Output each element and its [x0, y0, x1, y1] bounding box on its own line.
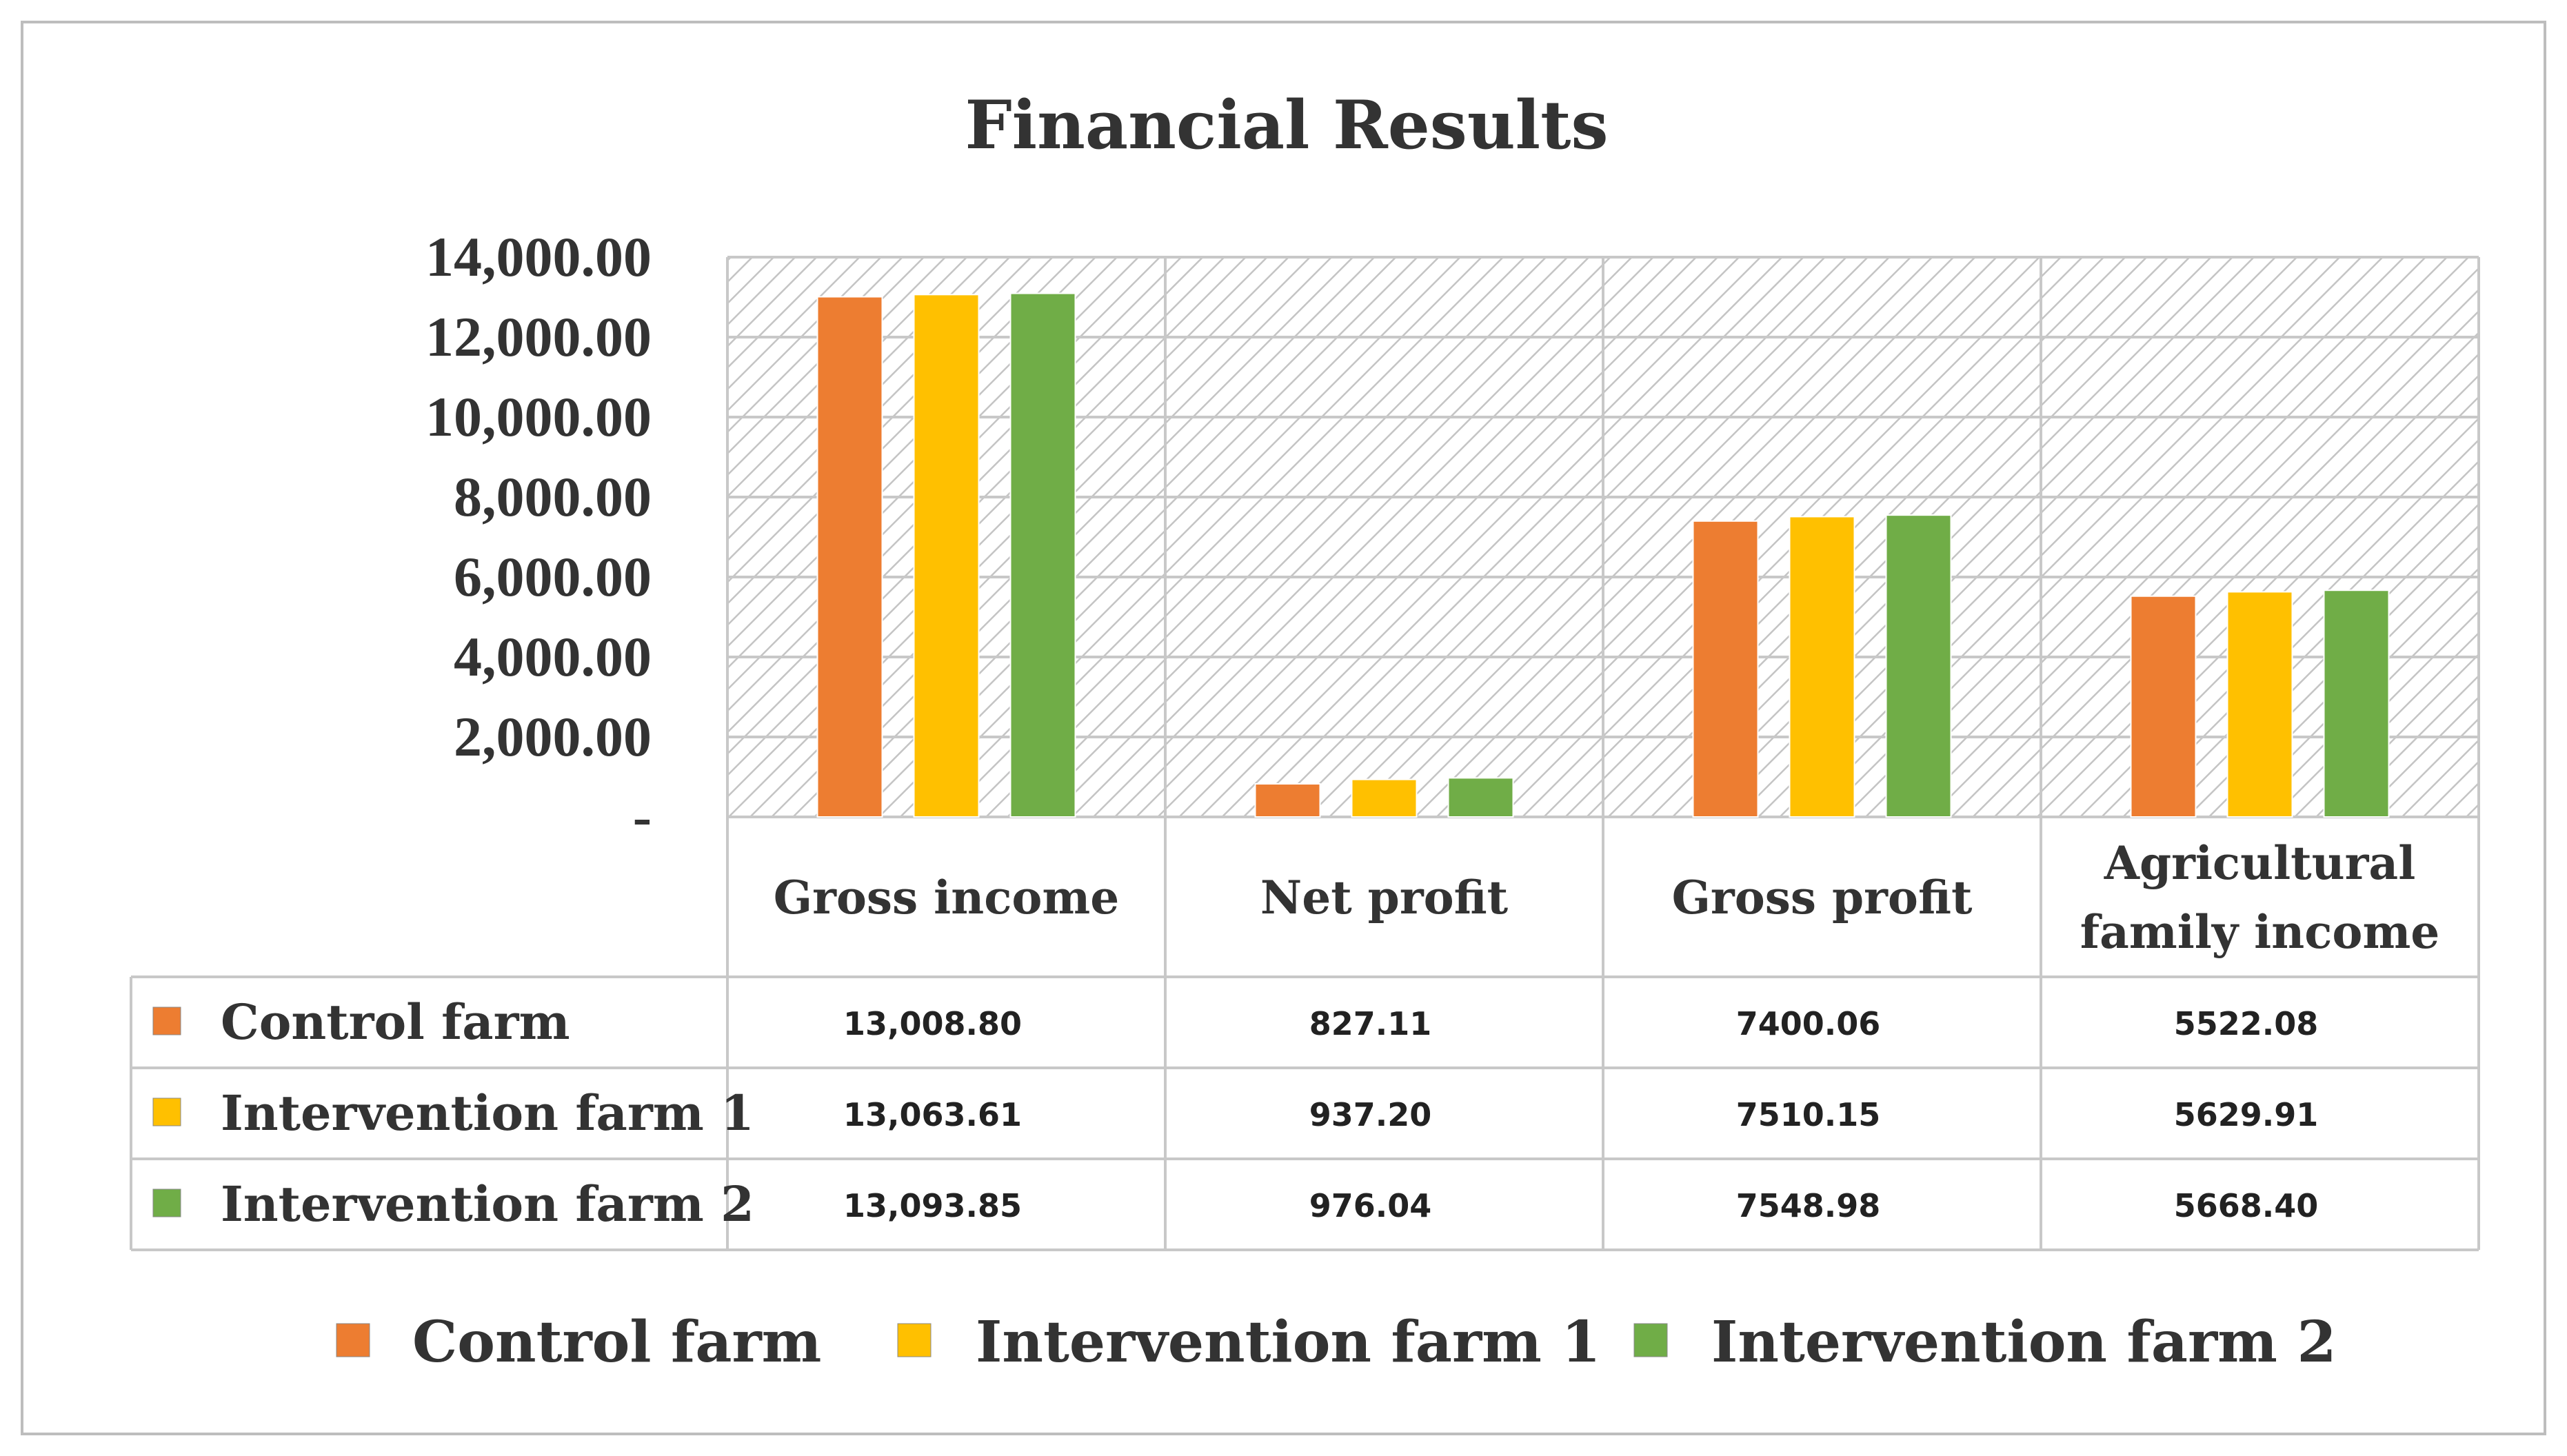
bar-intervention-farm-1 — [913, 294, 980, 818]
table-cell-value: 13,008.80 — [843, 1005, 1022, 1042]
table-cell-value: 13,093.85 — [843, 1187, 1022, 1224]
y-tick-label: 4,000.00 — [454, 625, 652, 688]
y-tick-label: 8,000.00 — [454, 465, 652, 528]
legend-label: Intervention farm 1 — [976, 1309, 1601, 1375]
table-cell-value: 7510.15 — [1736, 1096, 1881, 1133]
category-label: Agricultural — [2104, 836, 2416, 890]
table-row-label: Intervention farm 2 — [221, 1175, 754, 1233]
y-tick-label: 14,000.00 — [425, 225, 652, 288]
legend-label: Intervention farm 2 — [1711, 1309, 2337, 1375]
table-cell-value: 937.20 — [1309, 1096, 1432, 1133]
table-cell-value: 976.04 — [1309, 1187, 1432, 1224]
table-cell-value: 5668.40 — [2174, 1187, 2319, 1224]
bar-intervention-farm-2 — [1009, 292, 1076, 818]
y-tick-label: 6,000.00 — [454, 545, 652, 608]
table-cell-value: 7400.06 — [1736, 1005, 1881, 1042]
table-row-label: Control farm — [221, 993, 570, 1051]
category-label: Gross profit — [1672, 871, 1973, 924]
legend-key-swatch — [152, 1189, 181, 1217]
bar-intervention-farm-2 — [2323, 589, 2390, 818]
legend-swatch — [897, 1323, 932, 1357]
legend-key-swatch — [152, 1007, 181, 1035]
bar-intervention-farm-2 — [1885, 514, 1952, 818]
table-cell-value: 13,063.61 — [843, 1096, 1022, 1133]
y-tick-label: 12,000.00 — [425, 305, 652, 368]
bar-intervention-farm-2 — [1447, 777, 1514, 818]
y-tick-label: - — [633, 785, 652, 848]
bar-control-farm — [816, 296, 883, 818]
legend-key-swatch — [152, 1098, 181, 1126]
bar-intervention-farm-1 — [1789, 516, 1855, 818]
category-label: family income — [2080, 905, 2440, 959]
bar-control-farm — [1692, 520, 1759, 818]
table-cell-value: 5522.08 — [2174, 1005, 2319, 1042]
table-cell-value: 827.11 — [1309, 1005, 1432, 1042]
legend-swatch — [336, 1323, 370, 1357]
bar-intervention-farm-1 — [1351, 778, 1418, 818]
y-tick-label: 2,000.00 — [454, 705, 652, 768]
category-label: Net profit — [1260, 871, 1509, 924]
bar-control-farm — [2130, 595, 2197, 818]
table-cell-value: 5629.91 — [2174, 1096, 2319, 1133]
y-tick-label: 10,000.00 — [425, 385, 652, 448]
category-label: Gross income — [774, 871, 1120, 924]
table-cell-value: 7548.98 — [1736, 1187, 1881, 1224]
legend-label: Control farm — [412, 1309, 821, 1375]
bar-intervention-farm-1 — [2226, 591, 2293, 818]
chart-title: Financial Results — [965, 86, 1609, 164]
bar-control-farm — [1254, 783, 1321, 818]
table-row-label: Intervention farm 1 — [221, 1084, 754, 1142]
legend-swatch — [1633, 1323, 1668, 1357]
